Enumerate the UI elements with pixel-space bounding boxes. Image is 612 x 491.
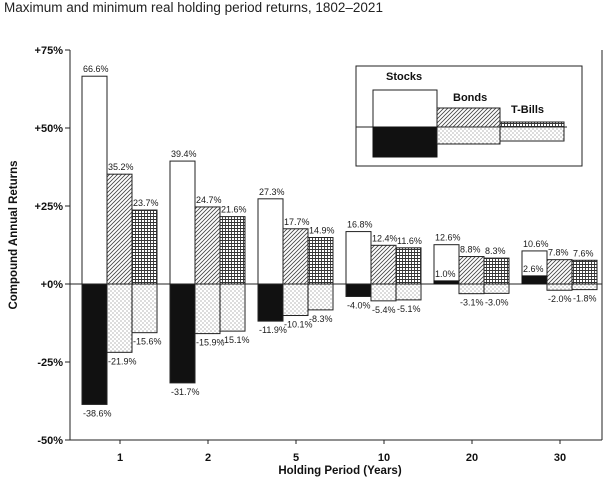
tbills-min-label: -15.6% <box>133 337 162 347</box>
bonds-max-bar <box>194 206 221 285</box>
stocks-max-label: 66.6% <box>83 64 109 74</box>
x-tick-label: 10 <box>378 452 390 464</box>
bonds-max-label: 8.8% <box>460 245 481 255</box>
bonds-max-label: 12.4% <box>372 233 398 243</box>
tbills-min-label: -15.1% <box>221 335 250 345</box>
legend-label-tbills: T-Bills <box>511 104 544 116</box>
bonds-max-bar <box>458 256 485 285</box>
tbills-max-label: 14.9% <box>309 226 335 236</box>
tbills-min-bar <box>219 283 246 332</box>
stocks-min-label: 2.6% <box>523 264 544 274</box>
tbills-max-label: 23.7% <box>133 198 159 208</box>
chart-title: Maximum and minimum real holding period … <box>4 0 383 15</box>
tbills-max-label: 11.6% <box>397 236 422 246</box>
x-tick-label: 20 <box>466 452 478 464</box>
bonds-min-bar <box>370 283 397 302</box>
tbills-min-bar <box>131 283 158 334</box>
bonds-min-bar <box>282 283 309 317</box>
tbills-max-label: 7.6% <box>573 248 594 258</box>
stocks-min-bar <box>169 283 196 384</box>
bonds-max-label: 17.7% <box>284 217 310 227</box>
bonds-min-bar <box>194 283 221 335</box>
tbills-min-label: -3.0% <box>485 297 509 307</box>
stocks-max-bar <box>257 198 284 285</box>
stocks-min-bar <box>257 283 284 322</box>
stocks-min-label: -11.9% <box>259 325 287 335</box>
bonds-min-bar <box>106 283 133 353</box>
bonds-max-label: 24.7% <box>196 195 222 205</box>
legend-tbills-min-swatch <box>499 126 565 142</box>
tbills-max-bar <box>483 257 510 285</box>
bonds-max-bar <box>370 244 397 285</box>
stocks-max-bar <box>81 75 108 285</box>
tbills-max-bar <box>395 247 422 285</box>
legend-label-bonds: Bonds <box>453 92 487 104</box>
stocks-max-label: 10.6% <box>523 239 549 249</box>
stocks-min-label: -38.6% <box>83 408 112 418</box>
y-tick-label: +25% <box>35 201 64 213</box>
x-axis-title: Holding Period (Years) <box>278 465 401 477</box>
tbills-min-bar <box>483 283 510 294</box>
y-tick-label: +75% <box>35 45 64 57</box>
bars <box>81 75 598 405</box>
legend-bonds-max-swatch <box>436 107 501 128</box>
stocks-max-bar <box>345 231 372 285</box>
y-tick-label: -25% <box>37 357 63 369</box>
x-tick-label: 1 <box>117 452 123 464</box>
bonds-min-label: -10.1% <box>284 320 313 330</box>
bonds-max-bar <box>282 228 309 285</box>
legend-label-stocks: Stocks <box>386 71 422 83</box>
tbills-min-bar <box>395 283 422 301</box>
stocks-min-bar <box>521 275 548 285</box>
bonds-min-bar <box>458 283 485 295</box>
stocks-min-bar <box>345 283 372 297</box>
stocks-max-label: 27.3% <box>259 187 285 197</box>
stocks-max-label: 16.8% <box>347 220 373 230</box>
tbills-max-bar <box>571 259 598 285</box>
legend-bonds-min-swatch <box>436 126 501 145</box>
bonds-max-label: 7.8% <box>548 248 569 258</box>
legend-stocks-max-swatch <box>372 89 438 128</box>
y-tick-label: +50% <box>35 123 64 135</box>
legend-tbills-max-swatch <box>499 121 565 128</box>
tbills-min-bar <box>307 283 334 311</box>
stocks-max-bar <box>169 160 196 285</box>
tbills-min-label: -5.1% <box>397 304 421 314</box>
bonds-min-label: -21.9% <box>108 356 137 366</box>
bonds-min-label: -2.0% <box>548 294 572 304</box>
tbills-max-label: 8.3% <box>485 246 506 256</box>
tbills-max-bar <box>307 237 334 285</box>
data-labels: 66.6% -38.6% 35.2% -21.9% 23.7% -15.6% 39.4% -3… <box>83 64 597 418</box>
bonds-min-label: -15.9% <box>196 338 225 348</box>
legend-stocks-min-swatch <box>372 126 438 158</box>
stocks-min-bar <box>433 280 460 285</box>
x-tick-label: 2 <box>205 452 211 464</box>
stocks-min-label: -4.0% <box>347 300 371 310</box>
bonds-min-bar <box>546 283 573 291</box>
legend: Stocks Bonds T-Bills <box>355 65 583 167</box>
y-axis-title: Compound Annual Returns <box>8 160 20 309</box>
tbills-max-bar <box>131 209 158 285</box>
bonds-min-label: -3.1% <box>460 298 484 308</box>
stocks-min-bar <box>81 283 108 405</box>
tbills-min-label: -1.8% <box>573 294 597 304</box>
bonds-min-label: -5.4% <box>372 305 396 315</box>
tbills-min-label: -8.3% <box>309 314 333 324</box>
tbills-max-label: 21.6% <box>221 205 247 215</box>
x-tick-label: 30 <box>554 452 566 464</box>
tbills-max-bar <box>219 216 246 285</box>
stocks-max-label: 39.4% <box>171 149 197 159</box>
y-tick-label: -50% <box>37 435 63 447</box>
bonds-max-label: 35.2% <box>108 162 134 172</box>
tbills-min-bar <box>571 283 598 291</box>
x-tick-label: 5 <box>293 452 299 464</box>
stocks-max-label: 12.6% <box>435 233 461 243</box>
stocks-min-label: 1.0% <box>435 269 456 279</box>
bonds-max-bar <box>546 259 573 285</box>
axes: +75% +50% +25% +0% -25% -50% 1 2 5 10 20 30 <box>35 45 603 464</box>
bonds-max-bar <box>106 173 133 285</box>
stocks-min-label: -31.7% <box>171 387 200 397</box>
y-tick-label: +0% <box>41 279 64 291</box>
